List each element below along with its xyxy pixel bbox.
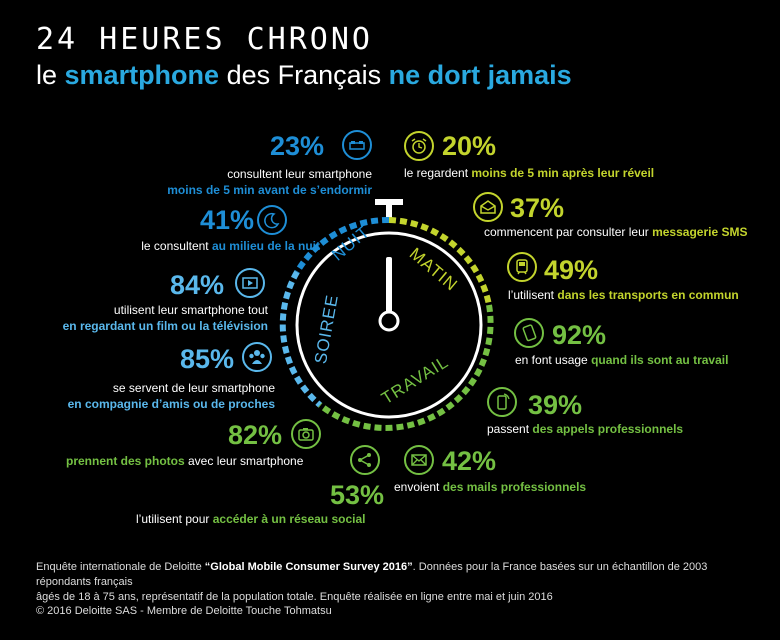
stopwatch-dial [279, 199, 494, 431]
stat-39-pct: 39% [528, 390, 583, 420]
stopwatch-stem [386, 204, 392, 220]
dial-hand [386, 257, 392, 315]
group-icon [242, 342, 272, 372]
stat-42-pct: 42% [442, 446, 497, 476]
bed-icon [342, 130, 372, 160]
train-icon [507, 252, 537, 282]
stat-23-pct: 23% [270, 131, 325, 161]
stat-53-pct: 53% [330, 480, 385, 510]
stat-49-text: l’utilisent dans les transports en commu… [508, 288, 739, 302]
call-icon [487, 387, 517, 417]
phone-icon [514, 318, 544, 348]
video-icon [235, 268, 265, 298]
footer-source: Enquête internationale de Deloitte “Glob… [36, 561, 708, 603]
mail-icon [404, 445, 434, 475]
stat-41-pct: 41% [200, 205, 255, 235]
stat-37-text: commencent par consulter leur messagerie… [484, 225, 748, 239]
footer-copyright: © 2016 Deloitte SAS - Membre de Deloitte… [36, 605, 332, 617]
stat-85-pct: 85% [180, 344, 235, 374]
moon-icon [257, 205, 287, 235]
camera-icon [291, 419, 321, 449]
stat-41-text: le consultent au milieu de la nuit [141, 239, 320, 253]
stat-82-pct: 82% [228, 420, 283, 450]
stat-42-text: envoient des mails professionnels [394, 480, 587, 494]
stat-23-text: consultent leur smartphone moins de 5 min… [167, 167, 372, 197]
stat-20-text: le regardent moins de 5 min après leur r… [404, 166, 655, 180]
stat-84-text: utilisent leur smartphone tout en regarda… [62, 303, 268, 333]
stat-39-text: passent des appels professionnels [487, 422, 684, 436]
night-ring [294, 216, 390, 274]
subtitle: le smartphone des Français ne dort jamai… [36, 60, 572, 90]
stat-20-pct: 20% [442, 131, 497, 161]
stat-84-pct: 84% [170, 270, 225, 300]
stat-92-pct: 92% [552, 320, 607, 350]
dial-face [295, 231, 483, 419]
stat-53-text: l’utilisent pour accéder à un réseau soc… [136, 512, 366, 526]
stat-85-text: se servent de leur smartphone en compagni… [67, 381, 275, 411]
envelope-open-icon [473, 192, 503, 222]
morning-ring [388, 217, 492, 306]
title: 24 HEURES CHRONO [36, 22, 373, 57]
stat-92-text: en font usage quand ils sont au travail [515, 353, 729, 367]
alarm-clock-icon [404, 131, 434, 161]
share-icon [350, 445, 380, 475]
stat-37-pct: 37% [510, 193, 565, 223]
stat-49-pct: 49% [544, 255, 599, 285]
evening-ring [279, 270, 322, 408]
stopwatch-crown [375, 199, 403, 205]
dial-center [378, 310, 400, 332]
work-ring [318, 304, 494, 431]
stat-82-text: prennent des photos avec leur smartphone [66, 454, 304, 468]
